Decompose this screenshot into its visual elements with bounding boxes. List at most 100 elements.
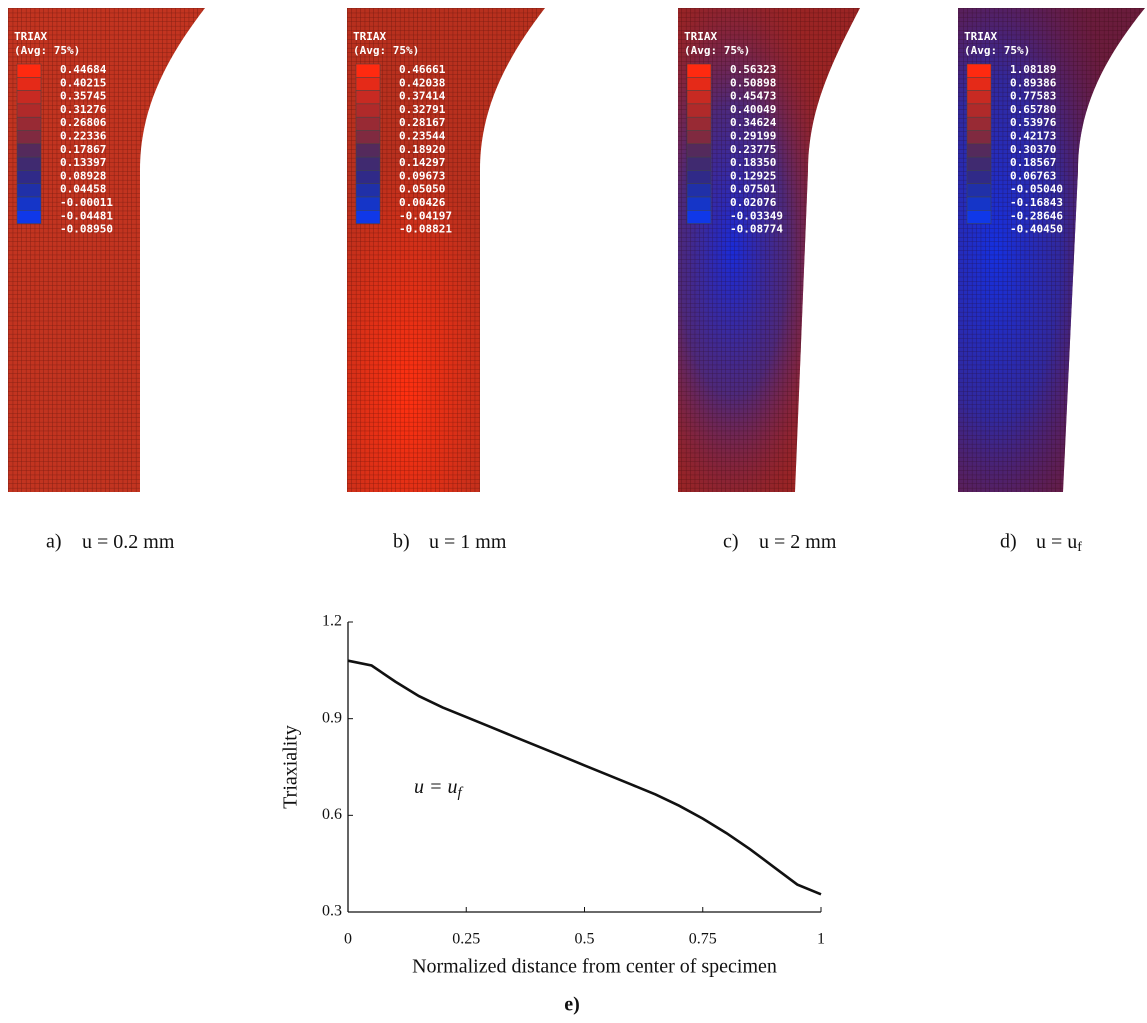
caption-text: u = uf	[1036, 531, 1082, 556]
legend-value: 0.30370	[1010, 143, 1056, 156]
legend-swatch	[966, 103, 992, 118]
legend-value: 0.42038	[399, 76, 445, 89]
contour-mesh	[958, 8, 1145, 492]
legend-swatch	[686, 130, 712, 145]
legend-swatch	[966, 170, 992, 184]
legend-value: 0.05050	[399, 183, 445, 196]
legend-swatch	[355, 116, 381, 131]
legend-value: 0.46661	[399, 63, 446, 76]
legend-swatch	[966, 130, 992, 145]
caption-main: u = u	[1036, 531, 1077, 553]
caption-main: u = 1 mm	[429, 531, 507, 553]
legend-swatch	[686, 103, 712, 118]
legend-swatch	[16, 77, 42, 91]
caption-text: u = 1 mm	[429, 531, 507, 553]
legend-swatch	[355, 183, 381, 198]
caption-label: a)	[46, 531, 62, 553]
legend-value: 0.56323	[730, 63, 776, 76]
legend-value: 0.50898	[730, 76, 776, 89]
legend-value: 0.02076	[730, 196, 777, 209]
legend-swatch	[686, 156, 712, 171]
x-tick-label: 0.75	[689, 931, 717, 948]
x-tick-label: 0.5	[575, 931, 595, 948]
legend-value: 0.18920	[399, 143, 445, 156]
legend-swatch	[686, 90, 712, 105]
contour-mesh	[347, 8, 545, 492]
legend-value: 0.32791	[399, 103, 446, 116]
caption-label: c)	[723, 531, 739, 553]
legend-value: 1.08189	[1010, 63, 1056, 76]
legend-value: 0.22336	[60, 130, 107, 143]
legend-swatch	[16, 103, 42, 118]
legend-value: -0.08821	[399, 223, 452, 236]
legend-value: -0.28646	[1010, 209, 1063, 222]
legend-value: 0.04458	[60, 183, 106, 196]
legend-swatch	[16, 90, 42, 105]
annotation: u = uf	[414, 776, 464, 802]
caption-main: u = 2 mm	[759, 531, 837, 553]
legend-swatch	[966, 90, 992, 105]
legend-value: 0.06763	[1010, 169, 1056, 182]
legend-swatch	[966, 143, 992, 158]
legend-swatch	[966, 77, 992, 91]
x-tick-label: 0.25	[452, 931, 480, 948]
x-tick-label: 0	[344, 931, 352, 948]
legend-value: 0.45473	[730, 90, 776, 103]
legend-value: -0.40450	[1010, 223, 1063, 236]
legend-swatch	[355, 156, 381, 171]
legend-subtitle: (Avg: 75%)	[14, 44, 80, 57]
legend-value: 0.17867	[60, 143, 106, 156]
legend-value: 0.40049	[730, 103, 776, 116]
legend-value: -0.08950	[60, 223, 113, 236]
legend-swatch	[16, 130, 42, 145]
caption-label: b)	[393, 531, 410, 553]
legend-value: 0.23775	[730, 143, 776, 156]
contour-mesh	[678, 8, 860, 492]
legend-swatch	[686, 143, 712, 158]
legend-value: -0.16843	[1010, 196, 1063, 209]
legend-value: -0.03349	[730, 209, 783, 222]
legend-value: 0.12925	[730, 169, 776, 182]
legend-swatch	[686, 196, 712, 211]
legend-swatch	[355, 103, 381, 118]
legend-swatch	[355, 63, 381, 78]
legend-swatch	[966, 116, 992, 131]
legend-value: 0.34624	[730, 116, 777, 129]
caption-subscript: f	[1077, 540, 1082, 555]
y-tick-label: 0.9	[322, 709, 342, 726]
legend-swatch	[16, 63, 42, 78]
caption-main: u = 0.2 mm	[82, 531, 175, 553]
x-axis-label: Normalized distance from center of speci…	[412, 956, 777, 978]
legend-swatch	[16, 183, 42, 198]
legend-swatch	[686, 116, 712, 131]
chart-caption: e)	[564, 994, 580, 1016]
legend-subtitle: (Avg: 75%)	[353, 44, 419, 57]
caption-text: u = 2 mm	[759, 531, 837, 553]
legend-swatch	[966, 210, 992, 224]
legend-value: 0.14297	[399, 156, 445, 169]
legend-value: 0.40215	[60, 76, 106, 89]
legend-swatch	[355, 130, 381, 145]
legend-title: TRIAX	[964, 30, 997, 43]
legend-value: 0.23544	[399, 130, 446, 143]
annotation-main: u = u	[414, 776, 458, 798]
y-tick-label: 0.3	[322, 903, 342, 920]
legend-value: 0.00426	[399, 196, 446, 209]
legend-swatch	[966, 63, 992, 78]
legend-value: 0.89386	[1010, 76, 1057, 89]
legend-title: TRIAX	[14, 30, 47, 43]
legend-value: 0.18567	[1010, 156, 1056, 169]
legend-swatch	[966, 196, 992, 211]
legend-value: 0.31276	[60, 103, 107, 116]
legend-swatch	[966, 156, 992, 171]
legend-swatch	[686, 183, 712, 198]
legend-swatch	[16, 170, 42, 184]
legend-swatch	[16, 210, 42, 224]
legend-subtitle: (Avg: 75%)	[964, 44, 1030, 57]
legend-value: 0.42173	[1010, 130, 1056, 143]
legend-value: -0.04197	[399, 209, 452, 222]
legend-value: 0.37414	[399, 90, 446, 103]
caption-label: d)	[1000, 531, 1017, 553]
legend-subtitle: (Avg: 75%)	[684, 44, 750, 57]
